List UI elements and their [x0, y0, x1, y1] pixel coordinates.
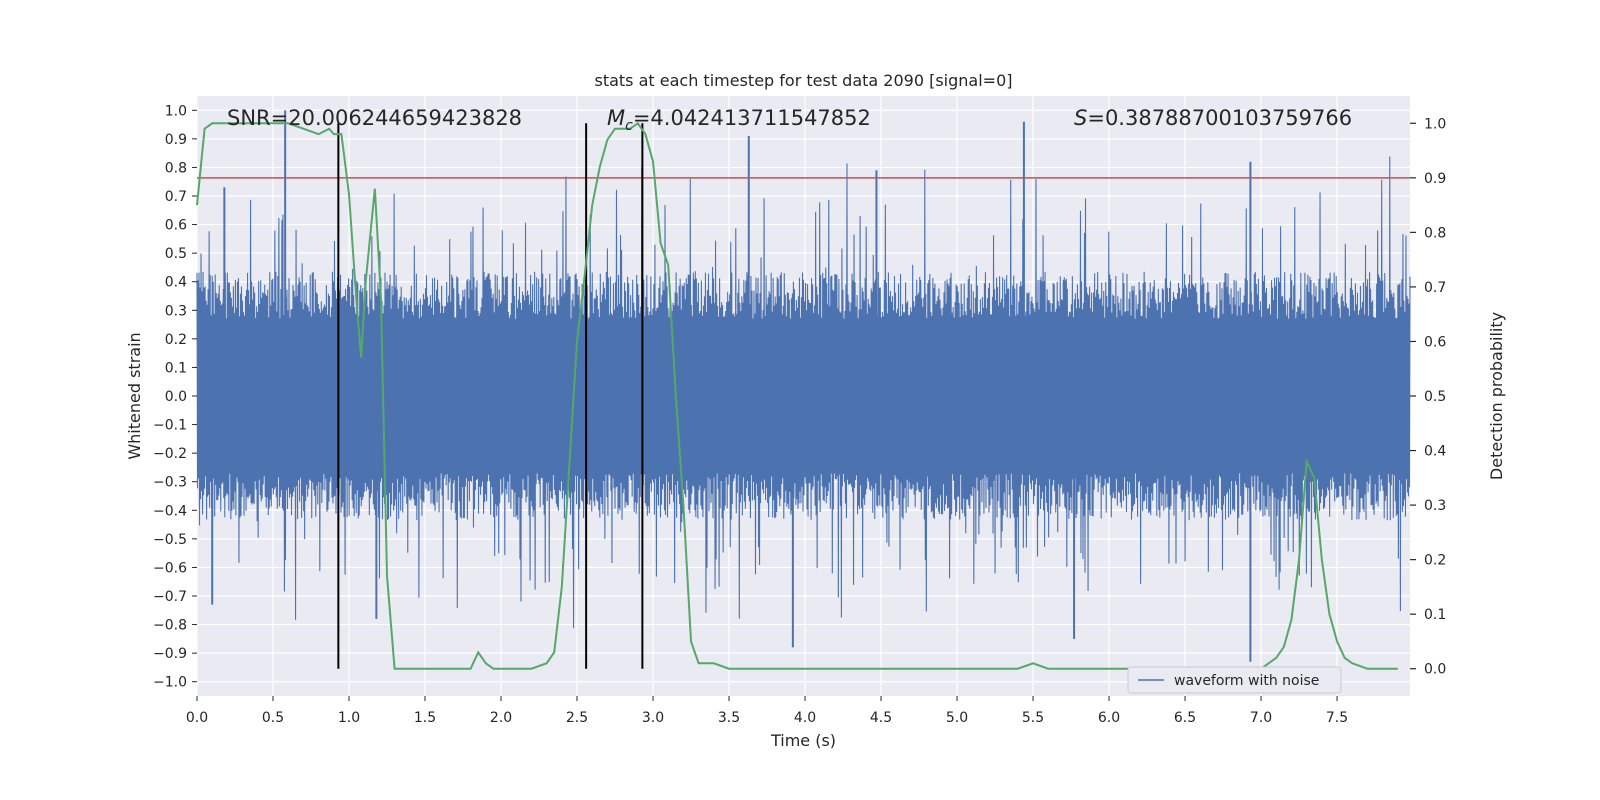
chart-title: stats at each timestep for test data 209…: [594, 71, 1012, 90]
snr-annotation: SNR=20.006244659423828: [227, 106, 522, 130]
x-tick-label: 4.0: [794, 710, 816, 726]
vertical-markers: [337, 123, 644, 669]
y-right-tick-label: 0.6: [1424, 334, 1446, 350]
y-left-tick-label: 0.6: [165, 218, 187, 234]
y-right-tick-label: 0.7: [1424, 280, 1446, 296]
x-tick-label: 6.5: [1174, 710, 1196, 726]
y-left-tick-label: −1.0: [153, 675, 187, 691]
y-left-tick-label: −0.5: [153, 532, 187, 548]
y-left-tick-label: −0.2: [153, 446, 187, 462]
y-left-tick-label: −0.6: [153, 560, 187, 576]
y-left-tick-label: −0.3: [153, 475, 187, 491]
x-tick-label: 3.5: [718, 710, 740, 726]
s-annotation: S=0.38788700103759766: [1074, 106, 1352, 130]
legend-box: [1127, 666, 1342, 694]
chirp-mass-value: =4.042413711547852: [633, 106, 871, 130]
y-right-tick-label: 0.2: [1424, 553, 1446, 569]
x-tick-label: 1.0: [338, 710, 360, 726]
y-right-tick-label: 0.4: [1424, 444, 1446, 460]
y-right-tick-label: 0.0: [1424, 662, 1446, 678]
chirp-mass-symbol: M: [607, 106, 625, 130]
x-axis-ticks: 0.0 0.5 1.0 1.5 2.0 2.5 3.0 3.5 4.0 4.5 5.0 5.5 6.0 6…: [186, 696, 1348, 726]
y-left-tick-label: 0.9: [165, 132, 187, 148]
y-left-tick-label: 1.0: [165, 103, 187, 119]
detection-probability-line: [196, 121, 1398, 670]
x-tick-label: 5.5: [1022, 710, 1044, 726]
y-axis-right-ticks: 1.0 0.9 0.8 0.7 0.6 0.5 0.4 0.3 0.2 0.1 0.0: [1410, 116, 1446, 678]
y-left-tick-label: 0.0: [165, 389, 187, 405]
x-tick-label: 0.0: [186, 710, 208, 726]
y-left-tick-label: 0.4: [165, 275, 187, 291]
detection-probability-series: [196, 121, 1398, 670]
chirp-mass-annotation: Mc=4.042413711547852: [607, 106, 871, 134]
x-tick-label: 2.0: [490, 710, 512, 726]
waveform-line: [196, 156, 1411, 629]
x-tick-label: 6.0: [1098, 710, 1120, 726]
legend-label-waveform: waveform with noise: [1174, 673, 1319, 689]
y-left-tick-label: 0.2: [165, 332, 187, 348]
legend: waveform with noise: [1127, 666, 1342, 694]
y-right-tick-label: 1.0: [1424, 116, 1446, 132]
y-left-tick-label: −0.7: [153, 589, 187, 605]
x-tick-label: 1.5: [414, 710, 436, 726]
y-left-tick-label: −0.1: [153, 418, 187, 434]
y-right-tick-label: 0.1: [1424, 607, 1446, 623]
waveform-core-band: [197, 338, 1410, 454]
x-tick-label: 7.0: [1250, 710, 1272, 726]
y-axis-right-label: Detection probability: [1487, 312, 1506, 480]
waveform-series: [196, 110, 1411, 662]
s-value: =0.38788700103759766: [1087, 106, 1352, 130]
x-tick-label: 3.0: [642, 710, 664, 726]
y-right-tick-label: 0.8: [1424, 225, 1446, 241]
chirp-mass-subscript: c: [625, 118, 633, 134]
s-symbol: S: [1074, 106, 1087, 130]
y-left-tick-label: 0.1: [165, 360, 187, 376]
y-axis-left-ticks: 1.0 0.9 0.8 0.7 0.6 0.5 0.4 0.3 0.2 0.1 0.0 −0.1 −0.…: [153, 103, 197, 691]
y-axis-left-label: Whitened strain: [125, 332, 144, 459]
x-tick-label: 4.5: [870, 710, 892, 726]
x-tick-label: 0.5: [262, 710, 284, 726]
y-left-tick-label: 0.7: [165, 189, 187, 205]
y-right-tick-label: 0.3: [1424, 498, 1446, 514]
y-left-tick-label: 0.5: [165, 246, 187, 262]
x-tick-label: 2.5: [566, 710, 588, 726]
y-left-tick-label: −0.4: [153, 503, 187, 519]
y-right-tick-label: 0.5: [1424, 389, 1446, 405]
y-right-tick-label: 0.9: [1424, 171, 1446, 187]
x-axis-label: Time (s): [770, 731, 836, 750]
y-left-tick-label: −0.9: [153, 646, 187, 662]
y-left-tick-label: 0.3: [165, 303, 187, 319]
y-left-tick-label: 0.8: [165, 160, 187, 176]
y-left-tick-label: −0.8: [153, 618, 187, 634]
x-tick-label: 5.0: [946, 710, 968, 726]
x-tick-label: 7.5: [1326, 710, 1348, 726]
